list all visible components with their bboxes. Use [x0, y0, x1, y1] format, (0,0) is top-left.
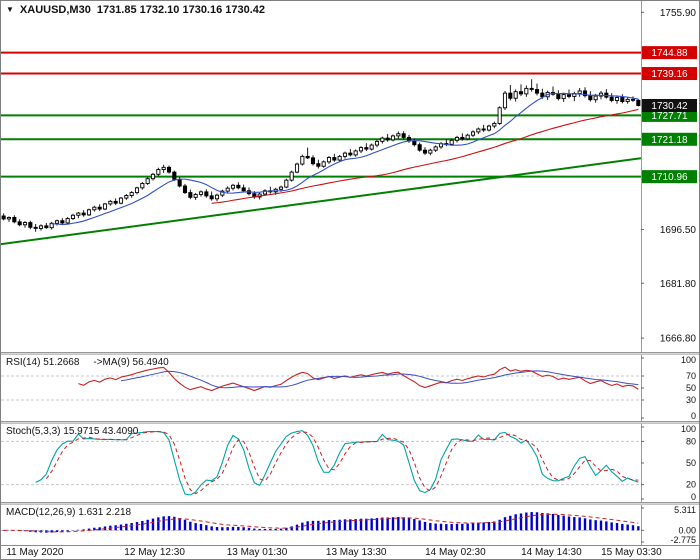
stoch-panel: 100 80 50 20 0 Stoch(5,3,3) 15.9715 43.4090: [1, 424, 699, 502]
rsi-ma-label: ->MA(9) 56.4940: [93, 357, 169, 368]
axis-tick-label: 5.311: [674, 505, 696, 515]
candles: [1, 79, 641, 232]
resistance-line-badge: [642, 46, 697, 60]
stoch-d-line: [45, 431, 639, 495]
axis-tick-label: 100: [681, 424, 696, 434]
rsi-label: RSI(14) 51.2668: [6, 357, 80, 368]
ma-fast-line: [51, 92, 639, 226]
axis-tick-label: -2.775: [670, 535, 696, 545]
ma-slow-line: [211, 108, 639, 204]
support-line-badge: [642, 132, 697, 146]
stoch-header: Stoch(5,3,3) 15.9715 43.4090: [6, 426, 138, 437]
rsi-header: RSI(14) 51.2668 ->MA(9) 56.4940: [6, 357, 169, 368]
time-axis-label: 14 May 14:30: [521, 547, 582, 558]
badge-label: 1730.42: [651, 101, 688, 112]
badge-label: 1710.96: [651, 172, 688, 183]
main-chart[interactable]: 1755.90 1696.50 1681.80 1666.80 1744.88 1739.…: [1, 1, 699, 352]
stoch-chart[interactable]: 100 80 50 20 0: [1, 424, 699, 502]
rsi-line: [78, 366, 639, 392]
trendline[interactable]: [1, 157, 642, 246]
price-tick-label: 1696.50: [660, 225, 697, 236]
chart-header: ▼ XAUUSD,M30 1731.85 1732.10 1730.16 173…: [6, 4, 265, 16]
main-chart-panel: 1755.90 1696.50 1681.80 1666.80 1744.88 1739.…: [1, 1, 699, 352]
current-price-badge: [642, 98, 697, 112]
axis-tick-label: 70: [686, 371, 696, 381]
support-line-badge: [642, 170, 697, 184]
macd-label: MACD(12,26,9) 1.631 2.218: [6, 507, 132, 518]
time-axis-label: 11 May 2020: [6, 547, 64, 558]
axis-tick-label: 30: [686, 395, 696, 405]
time-axis-label: 14 May 02:30: [425, 547, 486, 558]
price-tick-label: 1666.80: [660, 334, 697, 345]
time-axis-label: 13 May 01:30: [226, 547, 288, 558]
axis-tick-label: 100: [681, 355, 696, 365]
axis-tick-label: 20: [686, 480, 696, 490]
panel-divider-rsi[interactable]: [1, 352, 699, 355]
time-axis-label: 13 May 13:30: [325, 547, 387, 558]
macd-chart[interactable]: 5.311 0.00-2.775: [1, 505, 699, 545]
stoch-label: Stoch(5,3,3) 15.9715 43.4090: [6, 426, 139, 437]
panel-divider-macd[interactable]: [1, 502, 699, 505]
badge-label: 1744.88: [651, 48, 688, 59]
support-line-badge: [642, 108, 697, 122]
axis-tick-label: 80: [686, 436, 696, 446]
ohlc-values: 1731.85 1732.10 1730.16 1730.42: [96, 4, 266, 16]
price-tick-label: 1681.80: [660, 279, 697, 290]
axis-tick-label: 50: [686, 458, 696, 468]
macd-histogram: [2, 512, 640, 533]
axis-tick-label: 0.00: [678, 525, 696, 535]
symbol-dropdown-icon[interactable]: ▼: [6, 5, 14, 14]
badge-label: 1721.18: [651, 135, 688, 146]
rsi-ma-line: [120, 370, 639, 389]
badge-label: 1739.16: [651, 69, 688, 80]
rsi-chart[interactable]: 100 70 50 30 0: [1, 355, 699, 421]
axis-tick-label: 50: [686, 383, 696, 393]
macd-signal-line: [3, 513, 639, 533]
time-axis-label: 15 May 03:30: [601, 547, 662, 558]
macd-panel: 5.311 0.00 -2.775 MACD(12,26,9) 1.631 2.21…: [1, 505, 699, 545]
panel-divider-stoch[interactable]: [1, 421, 699, 424]
time-axis-label: 12 May 12:30: [124, 547, 185, 558]
symbol-label: XAUUSD,M30: [19, 4, 91, 16]
macd-header: MACD(12,26,9) 1.631 2.218: [6, 507, 131, 518]
badge-label: 1727.71: [651, 111, 688, 122]
resistance-line-badge: [642, 67, 697, 81]
axis-tick-label: 0: [691, 411, 696, 421]
price-tick-label: 1755.90: [660, 8, 697, 19]
stoch-k-line: [35, 430, 639, 496]
axis-tick-label: 0: [691, 492, 696, 502]
rsi-panel: 100 70 50 30 0 RSI(14) 51.2668 ->MA(9) 56.49…: [1, 355, 699, 421]
time-axis[interactable]: 11 May 2020 12 May 12:30 13 May 01:30 13 Ma…: [1, 545, 699, 559]
